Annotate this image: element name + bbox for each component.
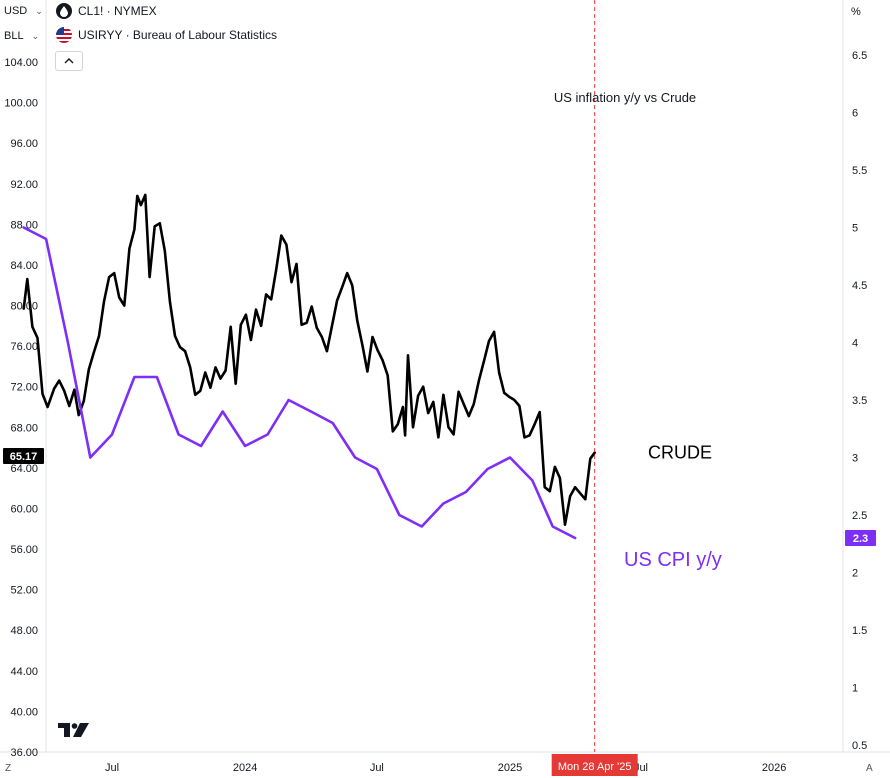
currency-label: USD: [4, 5, 28, 17]
right-axis-tick-label: 6: [852, 108, 858, 120]
left-axis-tick-label: 84.00: [10, 260, 38, 272]
x-axis-tick-label: 2026: [762, 762, 786, 774]
right-axis-tick-label: 2: [852, 568, 858, 580]
crude-annotation: CRUDE: [648, 443, 712, 463]
chevron-up-icon: [64, 58, 74, 64]
logo-bar: [58, 723, 70, 737]
logo-slash: [73, 723, 89, 737]
crosshair-date-bg: [551, 754, 638, 776]
right-axis-tick-label: 3: [852, 453, 858, 465]
cpi-line: [22, 226, 577, 540]
right-axis-tick-label: 4: [852, 338, 858, 350]
x-axis-tick-label: 2024: [233, 762, 257, 774]
right-axis-tick-label: 3.5: [852, 395, 867, 407]
crude-last-value-badge: 65.17: [3, 448, 44, 465]
crosshair-date-label: Mon 28 Apr '25: [551, 754, 638, 776]
left-axis-tick-label: 52.00: [10, 585, 38, 597]
right-axis-tick-label: 6.5: [852, 50, 867, 62]
left-axis-tick-label: 96.00: [10, 138, 38, 150]
right-axis-tick-label: 4.5: [852, 280, 867, 292]
cpi-last-value-text: 2.3: [853, 533, 868, 545]
left-axis-tick-label: 88.00: [10, 219, 38, 231]
right-axis-tick-label: 5.5: [852, 165, 867, 177]
reset-zoom-button[interactable]: Z: [5, 763, 12, 774]
auto-scale-button[interactable]: A: [866, 763, 873, 774]
series-head-crude[interactable]: CL1! · NYMEX: [56, 3, 157, 19]
series-head-label: CL1! · NYMEX: [78, 4, 157, 18]
cpi-annotation: US CPI y/y: [624, 549, 722, 571]
series-head-cpi[interactable]: USIRYY · Bureau of Labour Statistics: [56, 27, 277, 43]
x-axis-tick-label: 2025: [498, 762, 522, 774]
x-axis-tick-label: Jul: [105, 762, 119, 774]
left-axis-tick-label: 48.00: [10, 625, 38, 637]
crude-last-value-bg: [3, 448, 44, 465]
left-axis-tick-label: 40.00: [10, 706, 38, 718]
tradingview-logo: [58, 723, 89, 737]
right-axis-tick-label: 2.5: [852, 510, 867, 522]
us-flag-icon: [56, 27, 72, 43]
left-axis-tick-label: 72.00: [10, 382, 38, 394]
unit-label: BLL: [4, 30, 24, 42]
left-axis-tick-label: 64.00: [10, 463, 38, 475]
series-head-label: USIRYY · Bureau of Labour Statistics: [78, 28, 277, 42]
percent-scale-label: %: [851, 6, 861, 18]
x-axis-tick-label: Jul: [370, 762, 384, 774]
logo-dot: [71, 723, 78, 729]
left-axis-tick-label: 36.00: [10, 747, 38, 759]
collapse-legend-button[interactable]: [55, 51, 83, 71]
currency-selector[interactable]: USD ⌄: [4, 5, 43, 17]
left-axis-tick-label: 44.00: [10, 666, 38, 678]
left-axis-tick-label: 60.00: [10, 503, 38, 515]
crude-line: [22, 193, 596, 526]
chart-title: US inflation y/y vs Crude: [554, 90, 696, 105]
chevron-down-icon: ⌄: [31, 31, 40, 41]
oil-drop-icon: [56, 3, 72, 19]
left-axis-tick-label: 100.00: [4, 98, 38, 110]
crude-last-value-text: 65.17: [10, 451, 38, 463]
cpi-last-value-badge: 2.3: [845, 530, 876, 546]
left-axis-tick-label: 92.00: [10, 179, 38, 191]
unit-selector[interactable]: BLL ⌄: [4, 30, 39, 42]
right-axis-tick-label: 0.5: [852, 740, 867, 752]
left-axis-tick-label: 68.00: [10, 422, 38, 434]
chevron-down-icon: ⌄: [35, 6, 43, 16]
right-axis-tick-label: 1.5: [852, 625, 867, 637]
left-axis-tick-label: 76.00: [10, 341, 38, 353]
left-axis-tick-label: 56.00: [10, 544, 38, 556]
right-axis-tick-label: 1: [852, 683, 858, 695]
cpi-last-value-bg: [845, 530, 876, 546]
crosshair-date-text: Mon 28 Apr '25: [558, 761, 632, 773]
left-axis-tick-label: 104.00: [4, 57, 38, 69]
right-axis-tick-label: 5: [852, 223, 858, 235]
